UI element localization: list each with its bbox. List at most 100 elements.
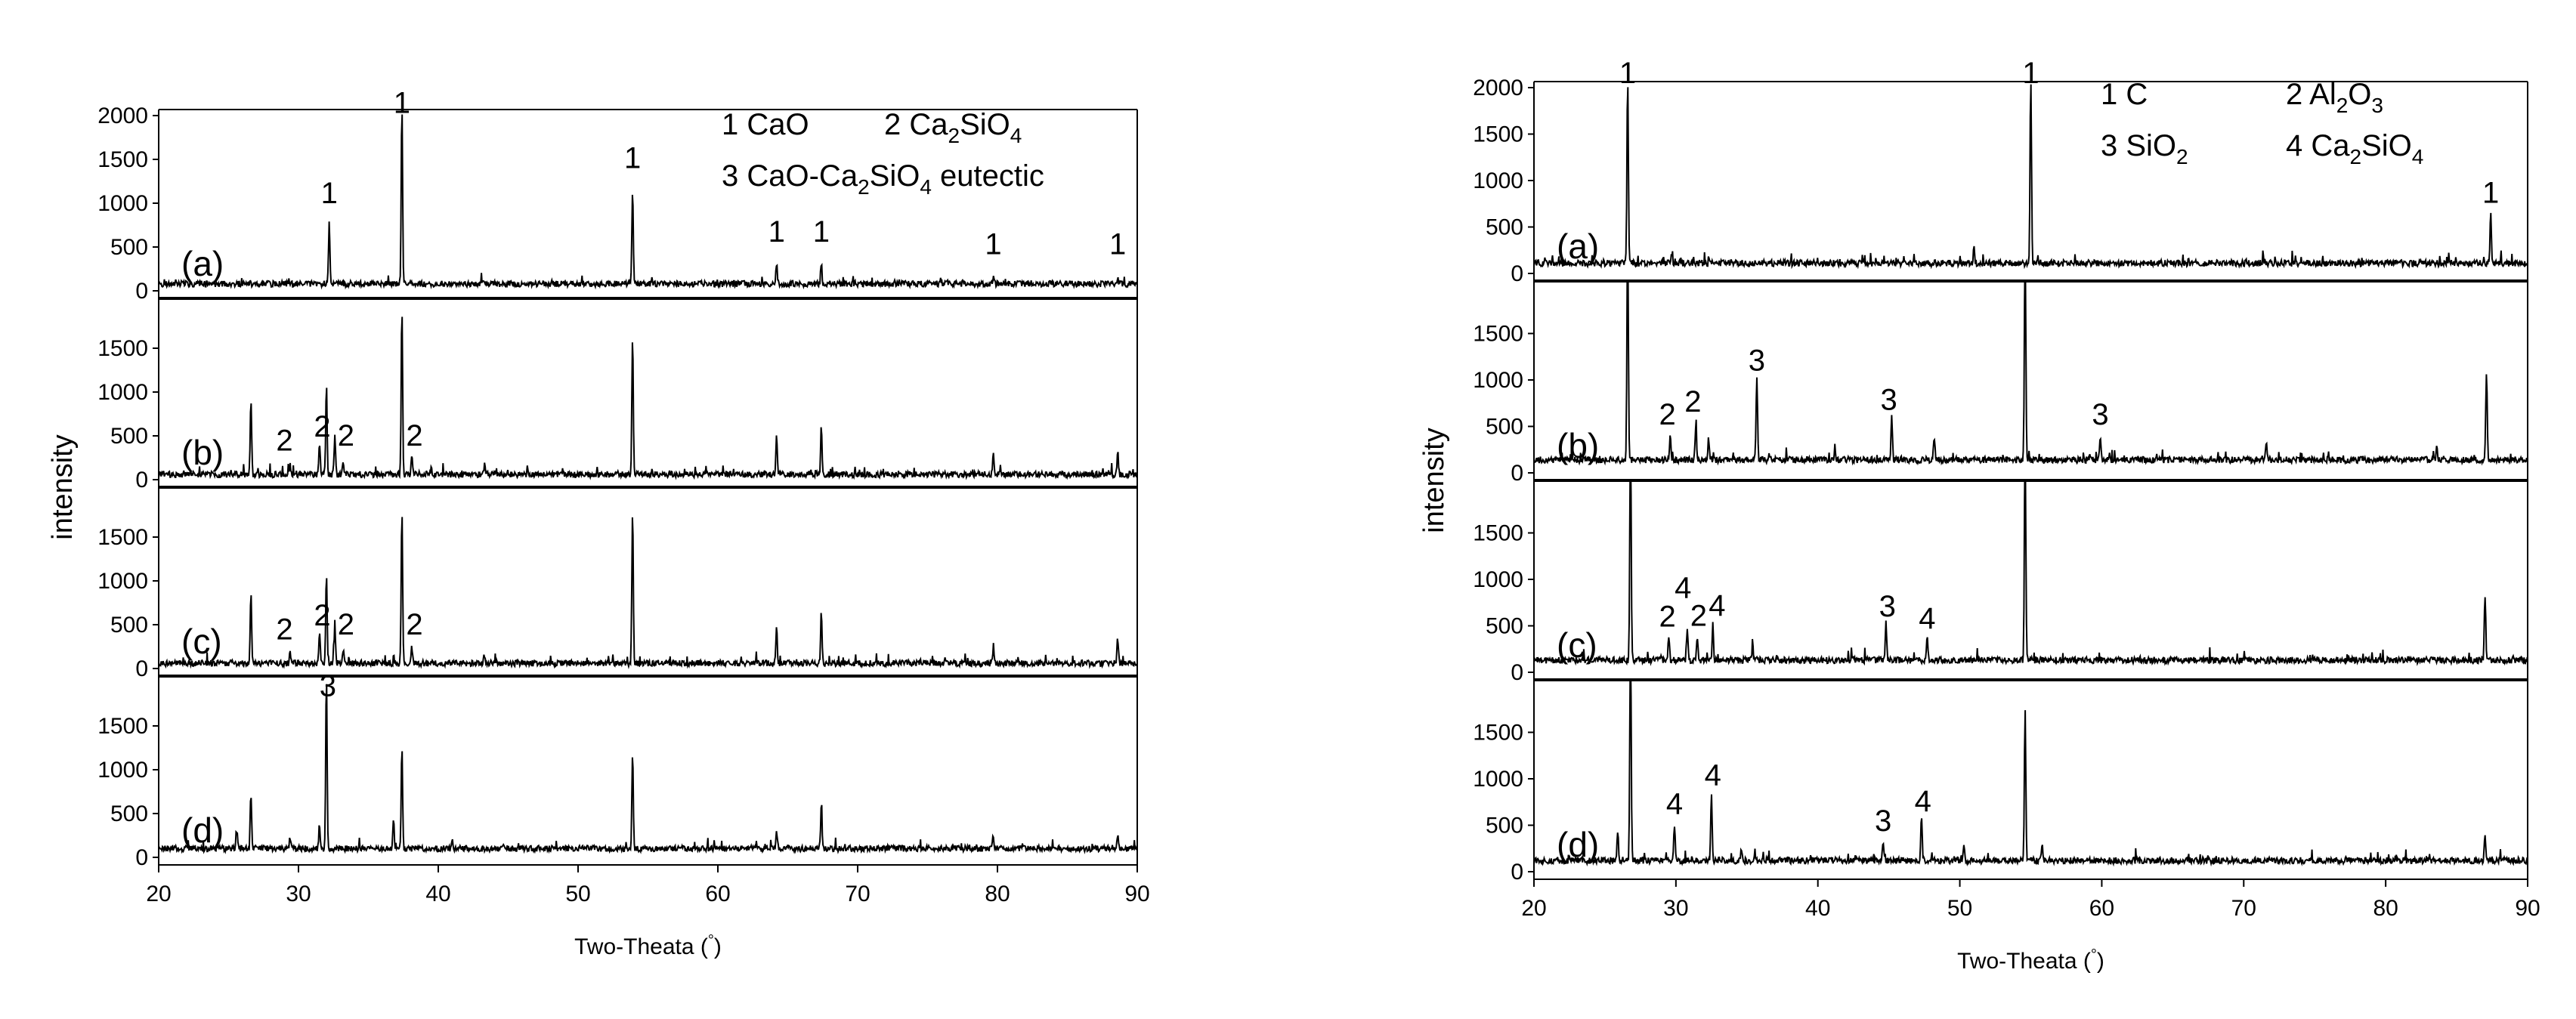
y-tick-label: 1500 [1473, 521, 1523, 546]
sample-label: (b) [1557, 426, 1599, 465]
legend-entry: 3 CaO-Ca2SiO4 eutectic [722, 159, 1044, 199]
y-tick-label: 1000 [1473, 168, 1523, 193]
peak-label: 4 [1709, 589, 1725, 622]
sample-label: (c) [1557, 625, 1597, 665]
x-tick-label: 40 [425, 882, 450, 906]
pattern-line [159, 517, 1137, 669]
peak-label: 3 [1875, 804, 1891, 838]
x-tick-label: 30 [1663, 896, 1688, 921]
legend-entry: 1 CaO [722, 108, 809, 141]
peak-label: 1 [394, 87, 410, 120]
y-tick-label: 1500 [97, 336, 148, 361]
peak-label: 2 [338, 419, 354, 452]
y-tick-label: 500 [110, 235, 148, 260]
peak-label: 2 [406, 608, 422, 641]
y-tick-label: 0 [135, 468, 148, 493]
peak-label: 2 [406, 419, 422, 452]
x-tick-label: 80 [2373, 896, 2398, 921]
peak-label: 1 [768, 215, 785, 249]
x-tick-label: 90 [1124, 882, 1149, 906]
pattern-line [1534, 283, 2528, 466]
x-tick-label: 20 [1521, 896, 1546, 921]
legend-entry: 1 C [2101, 78, 2148, 111]
peak-label: 2 [276, 425, 292, 458]
x-tick-label: 30 [286, 882, 311, 906]
peak-label: 1 [985, 227, 1001, 261]
y-axis-title: intensity [47, 434, 79, 539]
x-tick-label: 20 [146, 882, 171, 906]
pattern-line [1534, 681, 2528, 867]
peak-label: 1 [1619, 57, 1636, 90]
y-tick-label: 500 [1486, 814, 1523, 838]
y-tick-label: 1500 [97, 714, 148, 739]
pattern-line [159, 684, 1137, 854]
y-tick-label: 500 [1486, 614, 1523, 639]
sample-label: (d) [181, 811, 224, 850]
y-tick-label: 0 [1511, 261, 1523, 286]
y-tick-label: 0 [135, 845, 148, 870]
peak-label: 2 [338, 608, 354, 641]
y-tick-label: 1500 [1473, 721, 1523, 746]
y-tick-label: 1000 [97, 191, 148, 216]
peak-label: 2 [1684, 385, 1701, 418]
pattern-line [159, 114, 1137, 290]
peak-label: 2 [314, 599, 330, 632]
peak-label: 4 [1666, 788, 1683, 821]
y-tick-label: 1000 [97, 569, 148, 594]
y-tick-label: 2000 [1473, 76, 1523, 100]
y-tick-label: 1000 [97, 380, 148, 405]
peak-label: 1 [321, 177, 338, 210]
x-tick-label: 80 [985, 882, 1010, 906]
x-tick-label: 70 [2231, 896, 2256, 921]
peak-label: 1 [813, 215, 830, 249]
y-tick-label: 500 [110, 613, 148, 638]
peak-label: 2 [276, 613, 292, 647]
pattern-line [1534, 84, 2528, 270]
x-tick-label: 60 [705, 882, 730, 906]
y-tick-label: 1500 [1473, 322, 1523, 347]
sample-label: (a) [181, 244, 224, 283]
x-tick-label: 40 [1805, 896, 1830, 921]
y-tick-label: 0 [1511, 461, 1523, 486]
peak-label: 4 [1675, 572, 1691, 605]
peak-label: 2 [1659, 601, 1675, 634]
panel-a: 0 500 1000 1500 2000 (a) 1 1 1 [1473, 57, 2528, 286]
peak-label: 4 [1919, 602, 1935, 635]
y-tick-label: 1000 [1473, 767, 1523, 792]
legend-entry: 4 Ca2SiO4 [2286, 129, 2423, 168]
peak-label: 2 [1690, 600, 1707, 633]
sample-label: (a) [1557, 227, 1599, 266]
peak-label: 1 [624, 142, 641, 175]
x-tick-label: 90 [2515, 896, 2540, 921]
peak-label: 3 [320, 670, 336, 703]
sample-label: (b) [181, 433, 224, 472]
y-tick-label: 1500 [1473, 122, 1523, 147]
peak-label: 4 [1915, 785, 1931, 818]
y-tick-label: 1000 [1473, 567, 1523, 592]
y-tick-label: 1500 [97, 525, 148, 550]
x-axis-title: Two-Theata (°) [1957, 946, 2104, 974]
peak-label: 1 [2482, 177, 2499, 210]
peak-label: 2 [314, 410, 330, 443]
peak-label: 3 [2092, 398, 2108, 431]
x-tick-label: 70 [845, 882, 870, 906]
panel-b: 0 500 1000 1500 (b) 2 2 3 3 3 [1473, 279, 2528, 486]
x-tick-label: 50 [565, 882, 590, 906]
y-tick-label: 1500 [97, 147, 148, 172]
y-tick-label: 500 [110, 424, 148, 449]
y-tick-label: 0 [135, 656, 148, 681]
y-tick-label: 1000 [1473, 368, 1523, 393]
peak-label: 1 [2022, 57, 2039, 90]
x-tick-label: 60 [2089, 896, 2114, 921]
x-axis-title: Two-Theata (°) [574, 932, 722, 959]
peak-label: 4 [1705, 759, 1721, 792]
peak-label: 3 [1879, 590, 1896, 623]
peak-label: 3 [1749, 344, 1765, 378]
peak-label: 3 [1881, 383, 1897, 416]
